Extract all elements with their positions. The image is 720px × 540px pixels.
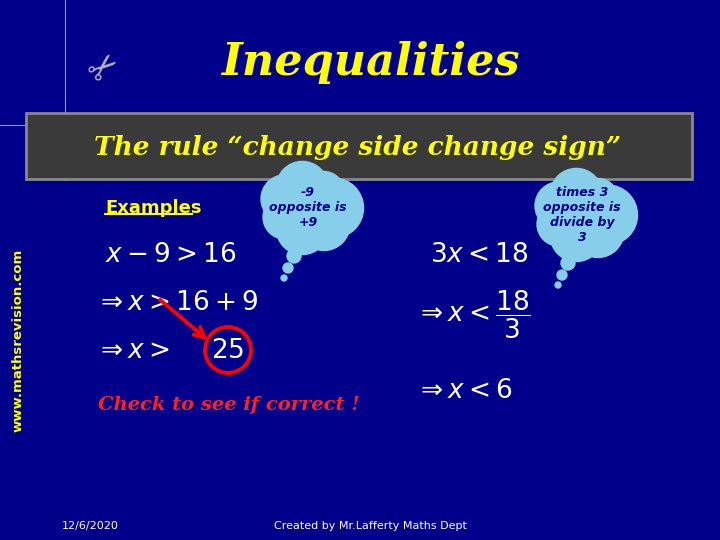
Text: www.mathsrevision.com: www.mathsrevision.com xyxy=(12,248,24,431)
Circle shape xyxy=(577,185,637,245)
Text: $x-9>16$: $x-9>16$ xyxy=(105,242,237,267)
Text: $25$: $25$ xyxy=(212,338,245,362)
Circle shape xyxy=(261,175,309,223)
Text: Inequalities: Inequalities xyxy=(221,40,519,84)
FancyBboxPatch shape xyxy=(26,113,692,179)
Text: 12/6/2020: 12/6/2020 xyxy=(62,521,119,531)
Circle shape xyxy=(555,282,561,288)
Circle shape xyxy=(572,206,624,258)
Circle shape xyxy=(285,185,331,231)
Circle shape xyxy=(535,182,583,230)
Circle shape xyxy=(298,199,350,251)
Circle shape xyxy=(287,249,301,263)
Text: times 3
opposite is
divide by
3: times 3 opposite is divide by 3 xyxy=(543,186,621,244)
Text: $3x<18$: $3x<18$ xyxy=(430,242,528,267)
Text: $\Rightarrow x>16+9$: $\Rightarrow x>16+9$ xyxy=(95,291,258,315)
Text: $\Rightarrow x>$: $\Rightarrow x>$ xyxy=(95,338,169,362)
Text: Check to see if correct !: Check to see if correct ! xyxy=(98,396,360,414)
Text: The rule “change side change sign”: The rule “change side change sign” xyxy=(94,136,621,160)
Circle shape xyxy=(550,210,603,261)
Circle shape xyxy=(537,202,581,246)
Circle shape xyxy=(561,256,575,270)
Text: $\Rightarrow x<\dfrac{18}{3}$: $\Rightarrow x<\dfrac{18}{3}$ xyxy=(415,289,531,341)
Text: $\Rightarrow x<6$: $\Rightarrow x<6$ xyxy=(415,377,513,402)
Text: Examples: Examples xyxy=(105,199,202,217)
Text: -9
opposite is
+9: -9 opposite is +9 xyxy=(269,186,347,230)
Circle shape xyxy=(557,270,567,280)
Text: Created by Mr.Lafferty Maths Dept: Created by Mr.Lafferty Maths Dept xyxy=(274,521,467,531)
Circle shape xyxy=(578,179,618,219)
Circle shape xyxy=(263,195,307,239)
Text: ✂: ✂ xyxy=(83,45,127,91)
Circle shape xyxy=(304,172,344,212)
Circle shape xyxy=(304,178,364,238)
Circle shape xyxy=(559,192,605,238)
Circle shape xyxy=(276,161,328,213)
Circle shape xyxy=(276,202,328,254)
Circle shape xyxy=(550,168,603,220)
Circle shape xyxy=(281,275,287,281)
Circle shape xyxy=(283,263,293,273)
